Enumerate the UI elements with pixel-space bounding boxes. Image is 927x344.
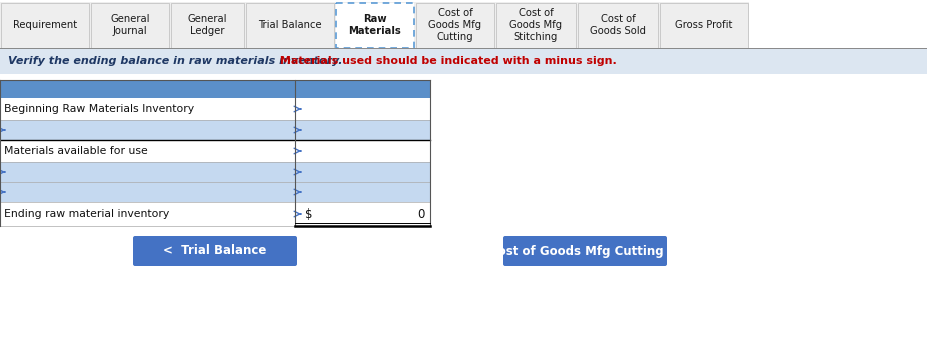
FancyBboxPatch shape bbox=[295, 140, 429, 162]
FancyBboxPatch shape bbox=[295, 120, 429, 140]
Text: Materials available for use: Materials available for use bbox=[4, 146, 147, 156]
Text: 0: 0 bbox=[417, 207, 425, 221]
FancyBboxPatch shape bbox=[295, 202, 429, 226]
Text: Gross Profit: Gross Profit bbox=[675, 20, 732, 30]
FancyBboxPatch shape bbox=[502, 236, 667, 266]
Text: Beginning Raw Materials Inventory: Beginning Raw Materials Inventory bbox=[4, 104, 194, 114]
Text: $: $ bbox=[305, 207, 312, 221]
FancyBboxPatch shape bbox=[0, 120, 429, 140]
Text: Raw
Materials: Raw Materials bbox=[349, 14, 401, 36]
Text: Verify the ending balance in raw materials inventory.: Verify the ending balance in raw materia… bbox=[8, 56, 342, 66]
Text: Cost of
Goods Mfg
Stitching: Cost of Goods Mfg Stitching bbox=[509, 8, 562, 42]
Text: General
Journal: General Journal bbox=[110, 14, 149, 36]
FancyBboxPatch shape bbox=[0, 140, 429, 162]
FancyBboxPatch shape bbox=[336, 3, 413, 48]
Text: Trial Balance: Trial Balance bbox=[258, 20, 322, 30]
Text: Cost of
Goods Mfg
Cutting: Cost of Goods Mfg Cutting bbox=[428, 8, 481, 42]
Text: <  Trial Balance: < Trial Balance bbox=[163, 245, 266, 258]
FancyBboxPatch shape bbox=[0, 98, 429, 120]
FancyBboxPatch shape bbox=[0, 80, 429, 98]
Text: Cost of Goods Mfg Cutting  >: Cost of Goods Mfg Cutting > bbox=[489, 245, 680, 258]
FancyBboxPatch shape bbox=[495, 3, 576, 48]
FancyBboxPatch shape bbox=[91, 3, 169, 48]
FancyBboxPatch shape bbox=[171, 3, 244, 48]
FancyBboxPatch shape bbox=[415, 3, 493, 48]
FancyBboxPatch shape bbox=[295, 182, 429, 202]
FancyBboxPatch shape bbox=[1, 3, 89, 48]
Text: Ending raw material inventory: Ending raw material inventory bbox=[4, 209, 169, 219]
FancyBboxPatch shape bbox=[246, 3, 334, 48]
FancyBboxPatch shape bbox=[659, 3, 747, 48]
Text: Materials used should be indicated with a minus sign.: Materials used should be indicated with … bbox=[275, 56, 616, 66]
FancyBboxPatch shape bbox=[578, 3, 657, 48]
Text: Requirement: Requirement bbox=[13, 20, 77, 30]
FancyBboxPatch shape bbox=[0, 48, 927, 74]
FancyBboxPatch shape bbox=[0, 182, 429, 202]
Text: General
Ledger: General Ledger bbox=[187, 14, 227, 36]
FancyBboxPatch shape bbox=[295, 162, 429, 182]
FancyBboxPatch shape bbox=[133, 236, 297, 266]
FancyBboxPatch shape bbox=[295, 98, 429, 120]
Text: Cost of
Goods Sold: Cost of Goods Sold bbox=[590, 14, 645, 36]
FancyBboxPatch shape bbox=[0, 2, 748, 48]
FancyBboxPatch shape bbox=[0, 202, 429, 226]
FancyBboxPatch shape bbox=[0, 162, 429, 182]
